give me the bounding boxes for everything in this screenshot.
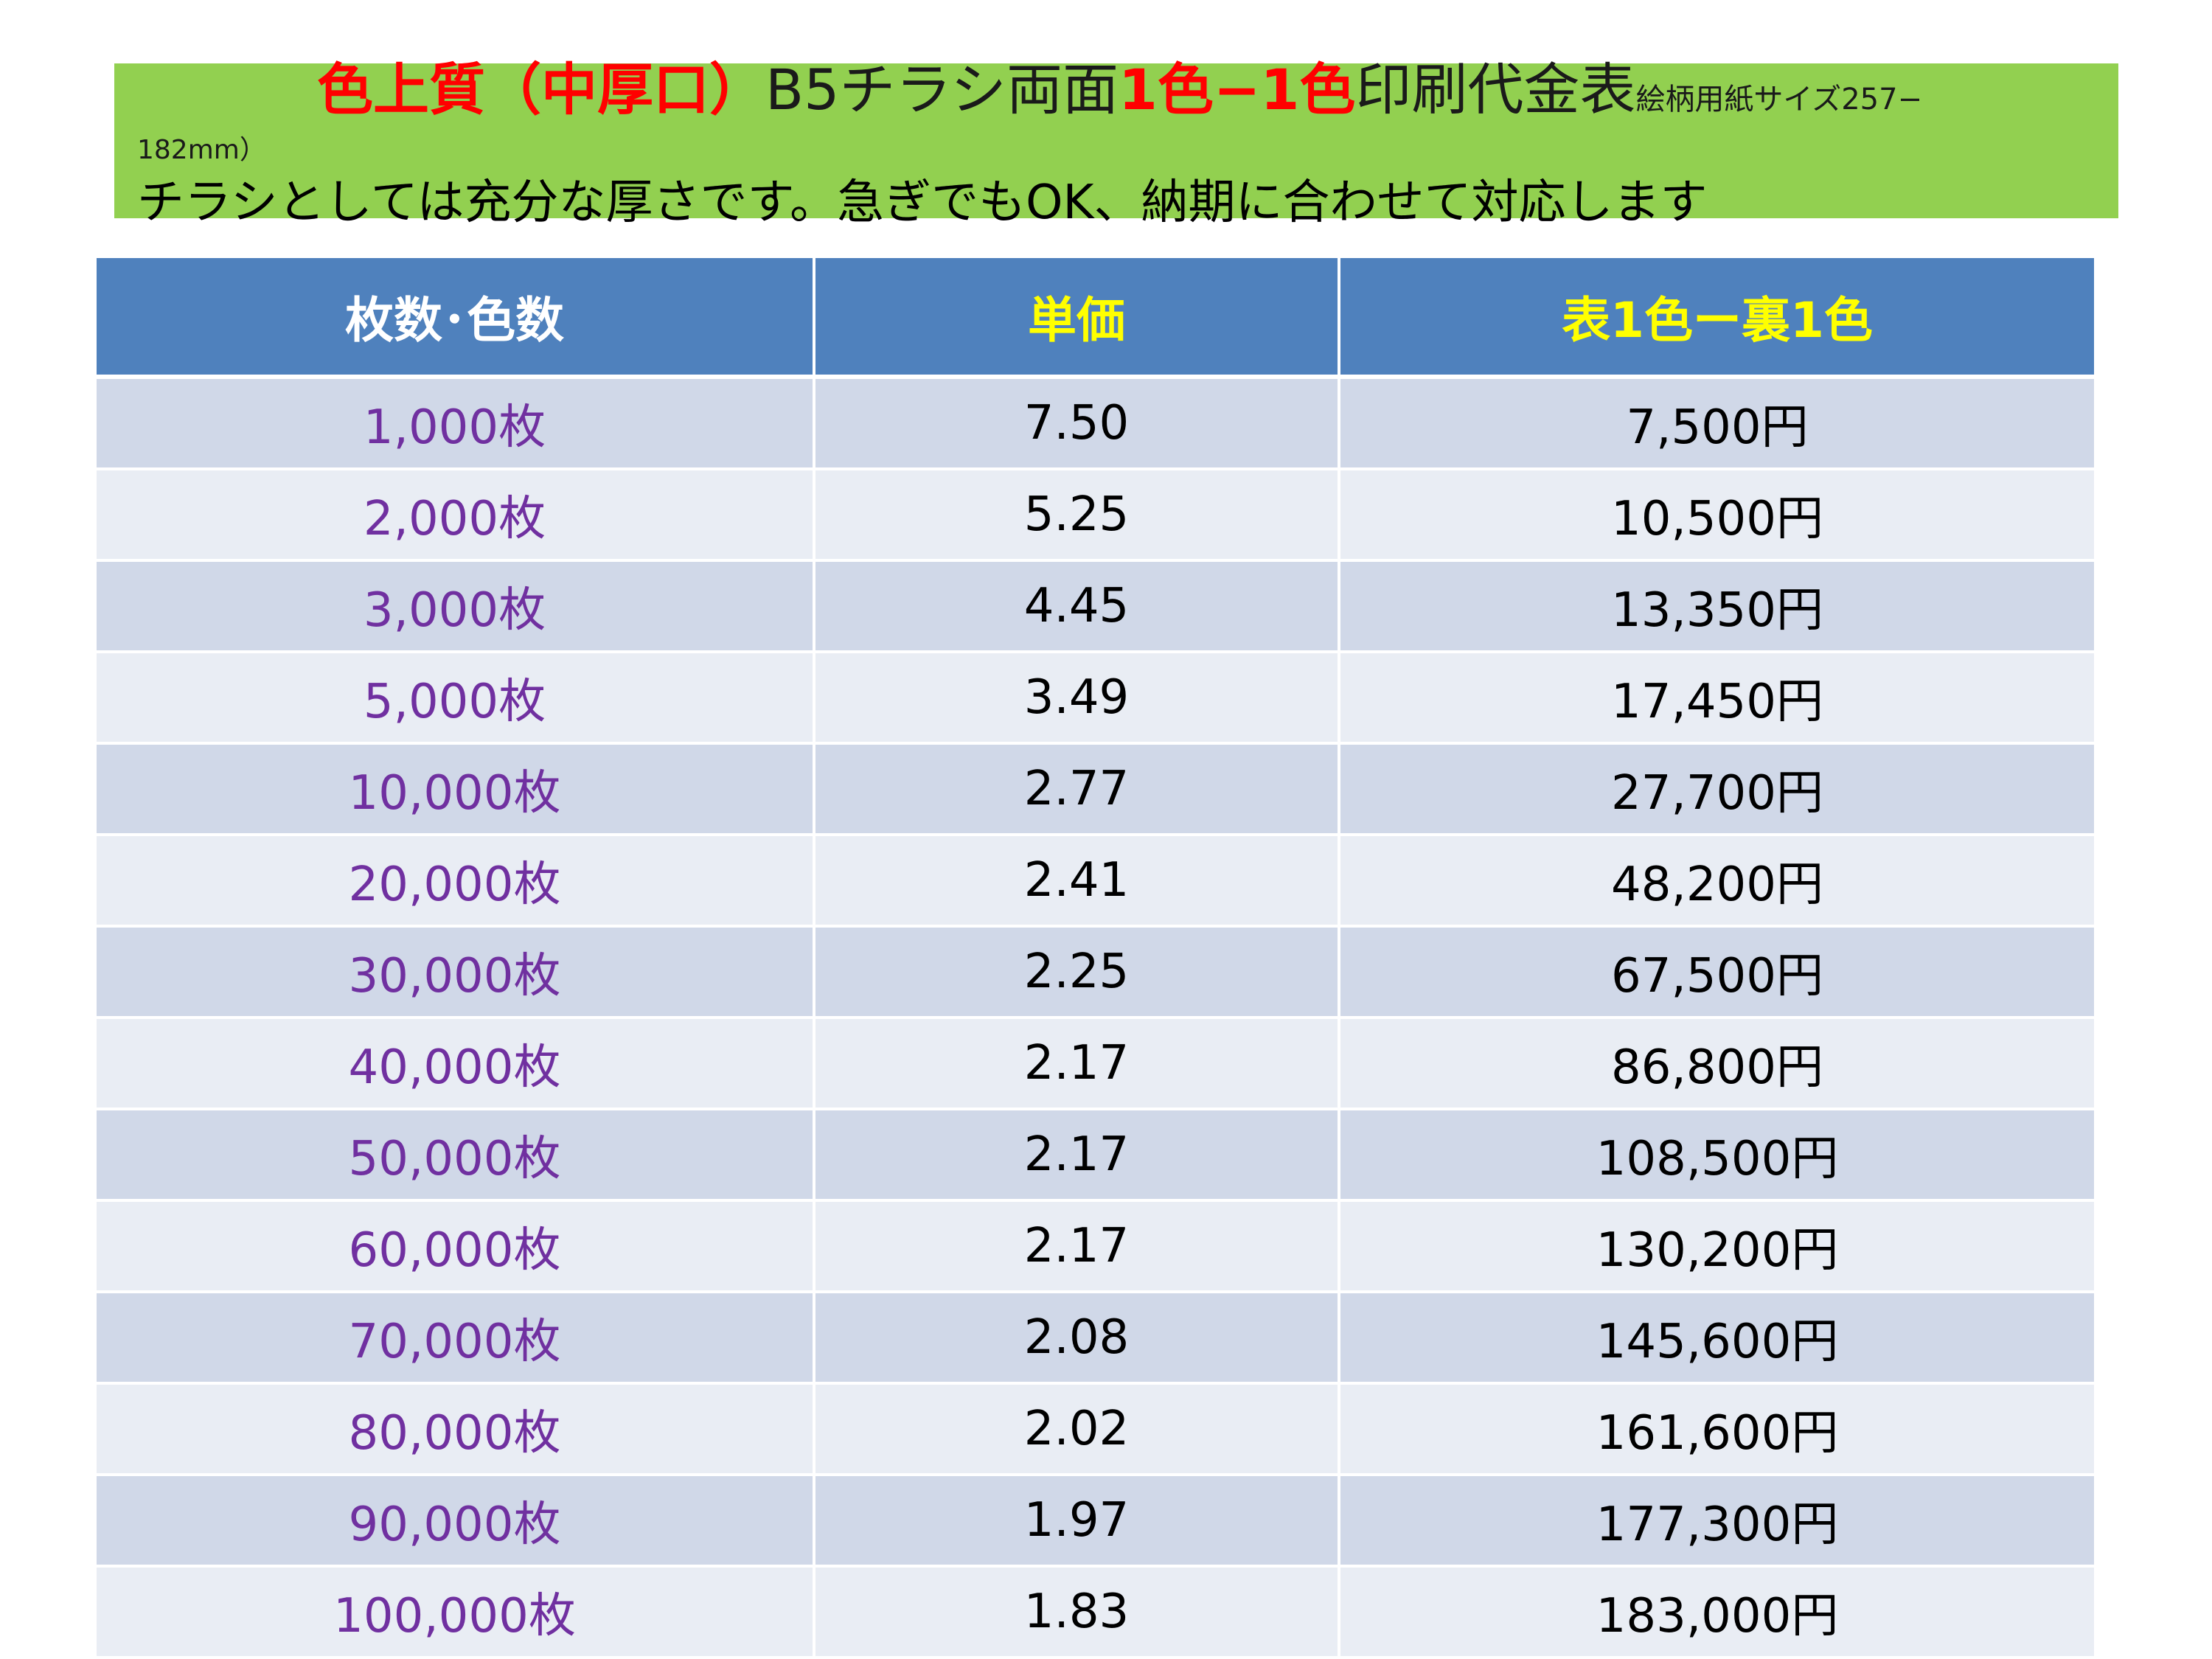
cell-total: 17,450円 (1339, 652, 2094, 745)
cell-unit-price: 2.41 (814, 835, 1340, 928)
cell-unit-price: 2.02 (814, 1383, 1340, 1476)
cell-total: 145,600円 (1339, 1292, 2094, 1385)
table-row: 90,000枚 1.97 177,300円 (97, 1475, 2094, 1568)
cell-unit-price: 4.45 (814, 560, 1340, 653)
header-quantity: 枚数･色数 (97, 258, 815, 379)
cell-unit-price: 2.17 (814, 1018, 1340, 1110)
cell-quantity: 50,000枚 (97, 1109, 815, 1202)
cell-unit-price: 2.77 (814, 743, 1340, 836)
table-row: 10,000枚 2.77 27,700円 (97, 743, 2094, 836)
cell-quantity: 1,000枚 (97, 377, 815, 470)
table-row: 70,000枚 2.08 145,600円 (97, 1292, 2094, 1385)
price-table: 枚数･色数 単価 表1色ー裏1色 1,000枚 7.50 7,500円 2,000枚 5… (97, 258, 2094, 1659)
cell-quantity: 70,000枚 (97, 1292, 815, 1385)
cell-total: 27,700円 (1339, 743, 2094, 836)
table-row: 20,000枚 2.41 48,200円 (97, 835, 2094, 928)
header-total: 表1色ー裏1色 (1339, 258, 2094, 379)
cell-quantity: 40,000枚 (97, 1018, 815, 1110)
cell-total: 48,200円 (1339, 835, 2094, 928)
table-row: 30,000枚 2.25 67,500円 (97, 926, 2094, 1019)
cell-total: 86,800円 (1339, 1018, 2094, 1110)
cell-unit-price: 1.97 (814, 1475, 1340, 1568)
title-size-note-continued: 182mm） (137, 135, 266, 165)
cell-quantity: 80,000枚 (97, 1383, 815, 1476)
title-banner (114, 63, 2118, 218)
table-row: 100,000枚 1.83 183,000円 (97, 1566, 2094, 1659)
cell-quantity: 90,000枚 (97, 1475, 815, 1568)
cell-quantity: 60,000枚 (97, 1200, 815, 1293)
cell-unit-price: 2.08 (814, 1292, 1340, 1385)
table-row: 50,000枚 2.17 108,500円 (97, 1109, 2094, 1202)
page-title: 色上質（中厚口）B5チラシ両面1色−1色印刷代金表絵柄用紙サイズ257− (317, 62, 1922, 118)
cell-total: 161,600円 (1339, 1383, 2094, 1476)
cell-unit-price: 2.17 (814, 1200, 1340, 1293)
cell-unit-price: 3.49 (814, 652, 1340, 745)
title-colors: 1色−1色 (1118, 57, 1356, 122)
table-row: 2,000枚 5.25 10,500円 (97, 469, 2094, 562)
cell-total: 13,350円 (1339, 560, 2094, 653)
table-header-row: 枚数･色数 単価 表1色ー裏1色 (97, 258, 2094, 379)
table-row: 60,000枚 2.17 130,200円 (97, 1200, 2094, 1293)
cell-total: 67,500円 (1339, 926, 2094, 1019)
cell-quantity: 30,000枚 (97, 926, 815, 1019)
cell-total: 7,500円 (1339, 377, 2094, 470)
cell-total: 108,500円 (1339, 1109, 2094, 1202)
table-row: 5,000枚 3.49 17,450円 (97, 652, 2094, 745)
table-row: 3,000枚 4.45 13,350円 (97, 560, 2094, 653)
table-row: 40,000枚 2.17 86,800円 (97, 1018, 2094, 1110)
cell-unit-price: 5.25 (814, 469, 1340, 562)
title-paper-type: 色上質（中厚口） (317, 57, 765, 122)
header-unit-price: 単価 (814, 258, 1340, 379)
cell-quantity: 10,000枚 (97, 743, 815, 836)
cell-total: 183,000円 (1339, 1566, 2094, 1659)
page-subtitle: チラシとしては充分な厚さです。急ぎでもOK、納期に合わせて対応します (137, 175, 1708, 230)
title-price-list: 印刷代金表 (1355, 57, 1636, 122)
table-row: 80,000枚 2.02 161,600円 (97, 1383, 2094, 1476)
table-body: 1,000枚 7.50 7,500円 2,000枚 5.25 10,500円 3,000枚 4… (97, 377, 2094, 1659)
title-product: B5チラシ両面 (765, 57, 1119, 122)
cell-unit-price: 7.50 (814, 377, 1340, 470)
cell-total: 10,500円 (1339, 469, 2094, 562)
cell-unit-price: 2.17 (814, 1109, 1340, 1202)
table-row: 1,000枚 7.50 7,500円 (97, 377, 2094, 470)
cell-quantity: 5,000枚 (97, 652, 815, 745)
cell-unit-price: 2.25 (814, 926, 1340, 1019)
cell-quantity: 100,000枚 (97, 1566, 815, 1659)
cell-quantity: 2,000枚 (97, 469, 815, 562)
cell-total: 177,300円 (1339, 1475, 2094, 1568)
cell-quantity: 20,000枚 (97, 835, 815, 928)
cell-total: 130,200円 (1339, 1200, 2094, 1293)
cell-unit-price: 1.83 (814, 1566, 1340, 1659)
title-size-note: 絵柄用紙サイズ257− (1635, 83, 1923, 116)
cell-quantity: 3,000枚 (97, 560, 815, 653)
